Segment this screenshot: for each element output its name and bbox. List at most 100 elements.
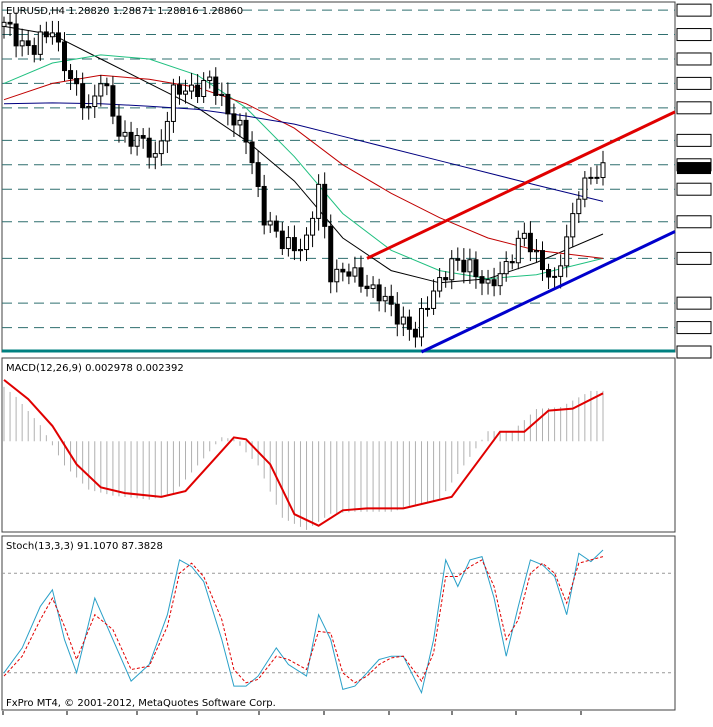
candle-body (249, 141, 255, 164)
resistance-trendline (366, 110, 676, 260)
candle-body (237, 119, 243, 126)
candle-body (558, 265, 564, 277)
candle-body (273, 220, 279, 232)
candle-body (443, 277, 449, 281)
candle-body (164, 120, 170, 142)
stoch-header: Stoch(13,3,3) 91.1070 87.3828 (6, 541, 163, 552)
candle-body (291, 237, 297, 252)
candle-body (25, 40, 31, 47)
candle-body (176, 84, 182, 95)
candle-body (92, 95, 98, 108)
candle-body (49, 32, 55, 38)
candle-body (231, 113, 237, 126)
candle-body (213, 76, 219, 96)
candle-body (425, 307, 431, 310)
copyright-text: FxPro MT4, © 2001-2012, MetaQuotes Softw… (6, 698, 276, 709)
candle-body (376, 284, 382, 302)
price-label-box-12 (676, 251, 712, 265)
candle-body (37, 31, 43, 55)
candle-body (352, 267, 358, 277)
macd-panel: MACD(12,26,9) 0.002978 0.002392 (1, 357, 676, 533)
candle-body (437, 277, 443, 292)
candle-body (576, 198, 582, 215)
candle-body (110, 85, 116, 117)
price-label-box-17 (676, 345, 712, 359)
price-label-box-16 (676, 321, 712, 335)
stoch-main-line (3, 549, 604, 695)
candle-body (394, 303, 400, 325)
price-header: EURUSD,H4 1.28820 1.28871 1.28816 1.2886… (6, 6, 243, 17)
candle-body (122, 131, 128, 137)
candle-body (304, 234, 310, 251)
candle-body (31, 45, 37, 55)
candle-body (104, 83, 110, 87)
candle-body (98, 83, 104, 97)
stoch-signal-line (3, 556, 604, 684)
candle-body (219, 93, 225, 96)
candle-body (255, 162, 261, 187)
candle-body (322, 183, 328, 227)
stoch-panel: Stoch(13,3,3) 91.1070 87.3828 FxPro MT4,… (1, 535, 676, 711)
candle-body (364, 285, 370, 290)
candle-body (382, 295, 388, 302)
candle-body (370, 284, 376, 290)
candle-body (588, 176, 594, 179)
macd-header: MACD(12,26,9) 0.002978 0.002392 (6, 363, 184, 374)
candle-body (509, 261, 515, 264)
candle-body (491, 279, 497, 287)
candle-body (539, 250, 545, 271)
candle-body (146, 137, 152, 158)
candle-body (418, 308, 424, 338)
macd-signal-line (3, 379, 604, 527)
candle-body (455, 258, 461, 261)
candle-body (116, 115, 122, 137)
price-label-box-10 (676, 215, 712, 229)
candle-body (497, 273, 503, 287)
candle-body (310, 217, 316, 236)
candle-body (594, 176, 600, 179)
candle-body (412, 328, 418, 338)
candle-body (68, 70, 74, 80)
candle-body (225, 93, 231, 115)
candle-body (546, 269, 552, 278)
candle-body (388, 295, 394, 305)
candle-body (7, 21, 13, 25)
candle-body (55, 32, 61, 43)
candle-body (183, 90, 189, 95)
candle-body (406, 316, 412, 330)
candle-body (521, 232, 527, 239)
candle-body (473, 259, 479, 278)
candle-body (285, 237, 291, 250)
candle-body (195, 84, 201, 98)
candle-body (86, 106, 92, 109)
candle-body (158, 140, 164, 155)
time-axis (2, 711, 582, 715)
candle-body (19, 40, 25, 47)
candle-body (552, 275, 558, 278)
candle-body (316, 183, 322, 219)
candle-body (582, 177, 588, 200)
support-trendline (420, 230, 676, 354)
candle-body (243, 119, 249, 143)
candle-body (449, 258, 455, 281)
candle-body (479, 276, 485, 284)
candle-body (80, 83, 86, 109)
candle-body (170, 84, 176, 122)
candle-body (279, 230, 285, 250)
candle-body (485, 279, 491, 284)
candle-body (527, 232, 533, 253)
price-panel: EURUSD,H4 1.28820 1.28871 1.28816 1.2886… (1, 1, 712, 359)
candle-body (358, 267, 364, 287)
candle-body (328, 225, 334, 283)
price-label-box-9 (676, 182, 712, 196)
candle-body (201, 80, 207, 98)
candle-body (461, 259, 467, 273)
candle-body (74, 78, 80, 85)
price-label-box-1 (676, 28, 712, 42)
candle-body (570, 213, 576, 238)
price-label-box-6 (676, 133, 712, 147)
candle-body (400, 316, 406, 325)
candle-body (43, 31, 49, 38)
candle-body (207, 76, 213, 82)
